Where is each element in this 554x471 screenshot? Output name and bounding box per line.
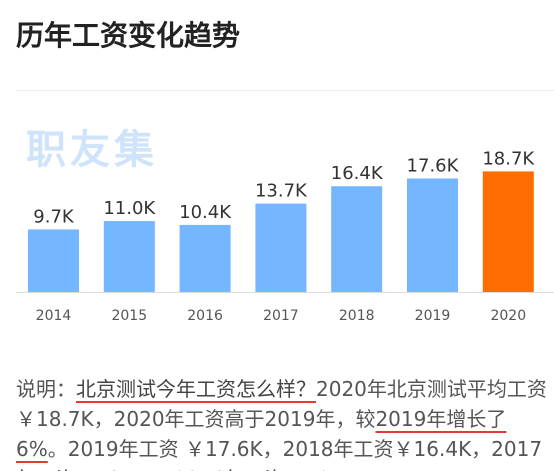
bar-value-label: 13.7K	[255, 181, 308, 202]
bar-value-label: 10.4K	[179, 202, 232, 223]
x-tick-label: 2016	[187, 308, 223, 324]
bar-2015[interactable]	[103, 221, 155, 292]
bar-value-label: 17.6K	[407, 155, 460, 176]
bar-2020[interactable]	[482, 171, 534, 292]
watermark-logo: 职友集	[26, 127, 158, 173]
description-label: 说明：	[16, 377, 76, 401]
bar-2018[interactable]	[331, 186, 383, 292]
bar-value-label: 9.7K	[33, 206, 75, 227]
bar-2019[interactable]	[407, 178, 458, 292]
bar-2016[interactable]	[179, 224, 231, 292]
bar-value-label: 18.7K	[482, 148, 535, 169]
salary-bar-chart: 9.7K 2014 11.0K 2015 10.4K 2016 13.7K 2017 16.4K…	[0, 91, 554, 341]
x-tick-label: 2015	[111, 308, 147, 324]
bar-value-label: 11.0K	[103, 198, 156, 219]
bar-value-label: 16.4K	[331, 163, 384, 184]
bar-2017[interactable]	[255, 203, 307, 292]
description-text: 2020年北京测试平均工资￥18.7K，2020年工资高于2019年，较	[16, 377, 547, 431]
description-text-continued: 。2019年工资 ￥17.6K，2018年工资￥16.4K，2017年工资￥13…	[16, 437, 543, 471]
description-highlight: 2019年增长了6%	[16, 407, 507, 461]
title-divider	[16, 90, 554, 91]
salary-chart-svg: 9.7K 2014 11.0K 2015 10.4K 2016 13.7K 2017 16.4K…	[16, 148, 554, 324]
x-tick-label: 2018	[339, 308, 375, 324]
x-tick-label: 2019	[415, 308, 451, 324]
page-title: 历年工资变化趋势	[16, 19, 241, 52]
salary-description: 说明：北京测试今年工资怎么样？2020年北京测试平均工资￥18.7K，2020年…	[16, 374, 554, 471]
x-tick-label: 2017	[263, 308, 299, 324]
bar-2014[interactable]	[28, 229, 79, 292]
x-tick-label: 2014	[36, 308, 72, 324]
x-tick-label: 2020	[490, 308, 526, 324]
description-question-link[interactable]: 北京测试今年工资怎么样？	[76, 377, 316, 401]
